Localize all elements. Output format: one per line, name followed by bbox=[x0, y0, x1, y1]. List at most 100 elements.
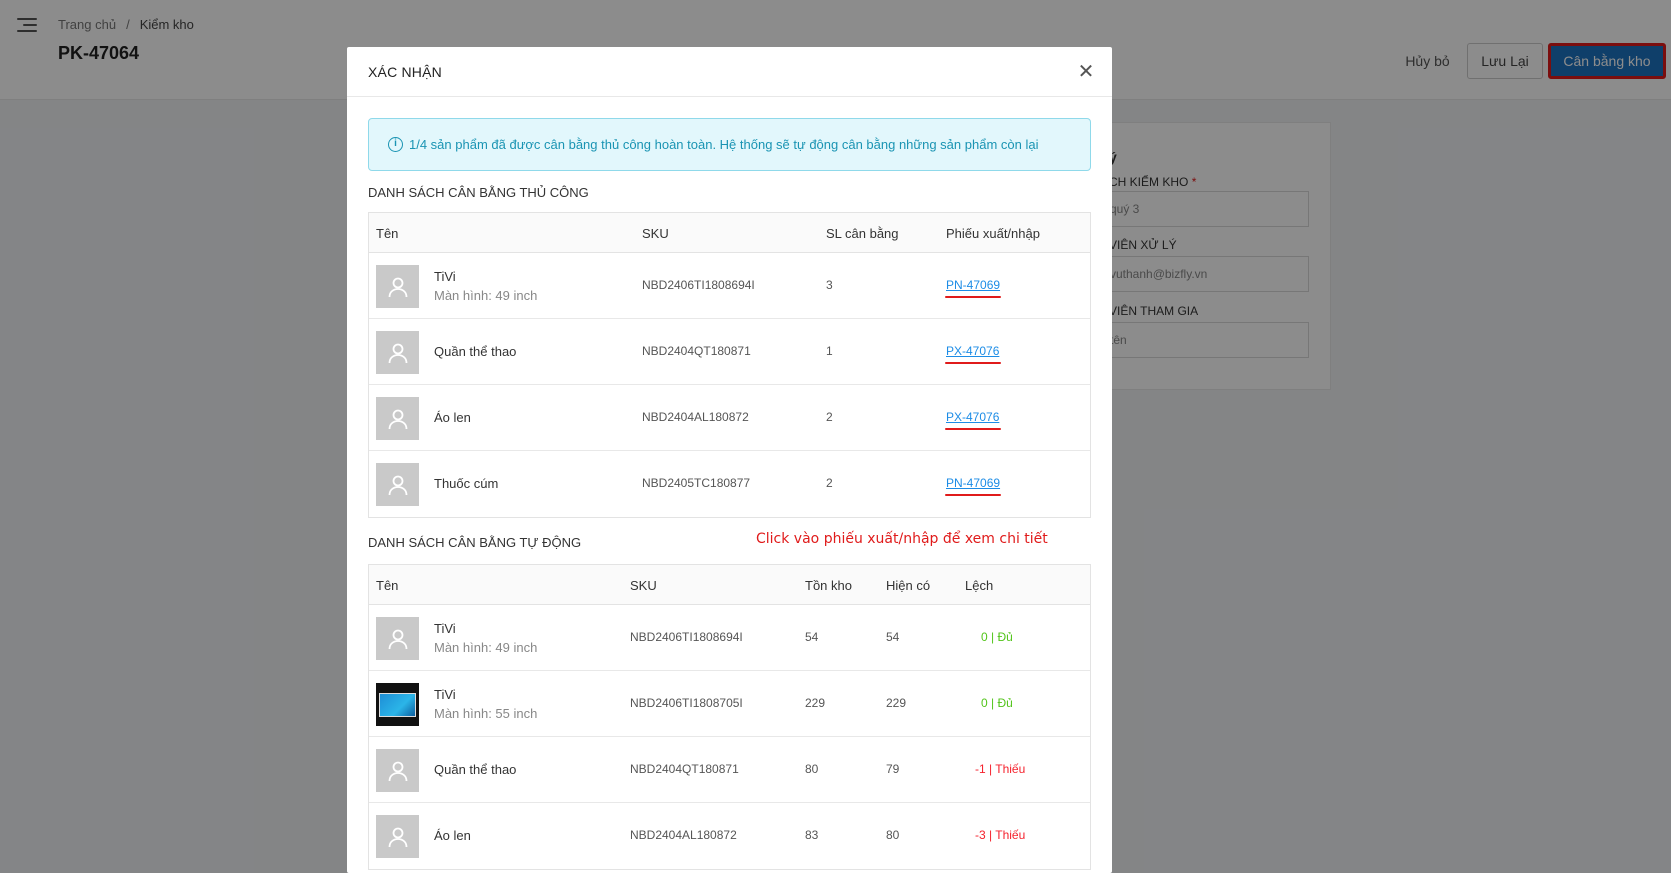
col-voucher: Phiếu xuất/nhập bbox=[946, 226, 1040, 241]
sku-cell: NBD2404QT180871 bbox=[630, 762, 739, 776]
schedule-label-text: CH KIỂM KHO bbox=[1109, 175, 1189, 189]
product-name: TiVi bbox=[434, 687, 456, 702]
sku-cell: NBD2406TI1808705I bbox=[630, 696, 743, 710]
col-sku: SKU bbox=[630, 578, 657, 593]
product-placeholder-icon bbox=[376, 749, 419, 792]
handler-label: VIÊN XỬ LÝ bbox=[1109, 238, 1177, 252]
col-sku: SKU bbox=[642, 226, 669, 241]
sku-cell: NBD2406TI1808694I bbox=[630, 630, 743, 644]
manual-balance-table: Tên SKU SL cân bằng Phiếu xuất/nhập TiVi… bbox=[368, 212, 1091, 518]
cancel-button[interactable]: Hủy bỏ bbox=[1395, 43, 1460, 79]
diff-cell: -1 | Thiếu bbox=[975, 762, 1026, 776]
actual-cell: 229 bbox=[886, 696, 907, 710]
annotation-underline bbox=[945, 494, 1001, 496]
confirm-modal: XÁC NHẬN ✕ i 1/4 sản phẩm đã được cân bằ… bbox=[347, 47, 1112, 873]
col-name: Tên bbox=[376, 578, 399, 593]
sku-cell: NBD2404AL180872 bbox=[642, 410, 749, 424]
actual-cell: 79 bbox=[886, 762, 900, 776]
sku-cell: NBD2406TI1808694I bbox=[642, 278, 755, 292]
auto-balance-table: Tên SKU Tồn kho Hiện có Lệch TiVi Màn hìn… bbox=[368, 564, 1091, 870]
table-row: TiVi Màn hình: 55 inch NBD2406TI1808705I 22… bbox=[369, 671, 1090, 737]
schedule-label: CH KIỂM KHO * bbox=[1109, 175, 1196, 189]
product-placeholder-icon bbox=[376, 815, 419, 858]
col-qty: SL cân bằng bbox=[826, 226, 899, 241]
alert-text: 1/4 sản phẩm đã được cân bằng thủ công h… bbox=[409, 137, 1039, 152]
breadcrumb-current: Kiểm kho bbox=[139, 17, 194, 32]
table-row: Quần thể thao NBD2404QT180871 80 79 -1 | Thi… bbox=[369, 737, 1090, 803]
actual-cell: 80 bbox=[886, 828, 900, 842]
participants-input[interactable]: tên bbox=[1101, 322, 1309, 358]
sku-cell: NBD2404AL180872 bbox=[630, 828, 737, 842]
product-image bbox=[376, 683, 419, 726]
actual-cell: 54 bbox=[886, 630, 900, 644]
table-row: Quần thể thao NBD2404QT180871 1 PX-47076 bbox=[369, 319, 1090, 385]
product-name: TiVi bbox=[434, 269, 456, 284]
voucher-link[interactable]: PX-47076 bbox=[946, 410, 1000, 424]
voucher-link[interactable]: PX-47076 bbox=[946, 344, 1000, 358]
close-icon[interactable]: ✕ bbox=[1077, 61, 1095, 83]
breadcrumb-separator: / bbox=[126, 17, 130, 32]
product-placeholder-icon bbox=[376, 331, 419, 374]
table-row: TiVi Màn hình: 49 inch NBD2406TI1808694I 54… bbox=[369, 605, 1090, 671]
voucher-link[interactable]: PN-47069 bbox=[946, 476, 1001, 490]
table-row: Áo len NBD2404AL180872 83 80 -3 | Thiếu bbox=[369, 803, 1090, 869]
product-name: Áo len bbox=[434, 410, 471, 425]
product-placeholder-icon bbox=[376, 463, 419, 506]
product-name: Thuốc cúm bbox=[434, 476, 499, 491]
voucher-link[interactable]: PN-47069 bbox=[946, 278, 1001, 292]
modal-title: XÁC NHẬN bbox=[368, 64, 442, 80]
participants-label: VIÊN THAM GIA bbox=[1109, 304, 1199, 318]
balance-stock-button[interactable]: Cân bằng kho bbox=[1548, 43, 1666, 79]
product-name: Quần thể thao bbox=[434, 762, 517, 777]
product-variant: Màn hình: 49 inch bbox=[434, 640, 538, 655]
col-diff: Lệch bbox=[965, 578, 994, 593]
breadcrumb: Trang chủ / Kiểm kho bbox=[58, 17, 194, 32]
required-mark: * bbox=[1191, 175, 1197, 189]
menu-toggle-icon[interactable] bbox=[17, 16, 37, 34]
modal-header: XÁC NHẬN ✕ bbox=[347, 47, 1112, 97]
annotation-underline bbox=[945, 296, 1001, 298]
info-alert: i 1/4 sản phẩm đã được cân bằng thủ công… bbox=[368, 118, 1091, 171]
tv-screen-image bbox=[379, 692, 416, 717]
col-actual: Hiện có bbox=[886, 578, 931, 593]
save-button[interactable]: Lưu Lại bbox=[1467, 43, 1543, 79]
table-row: Áo len NBD2404AL180872 2 PX-47076 bbox=[369, 385, 1090, 451]
sku-cell: NBD2405TC180877 bbox=[642, 476, 751, 490]
annotation-underline bbox=[945, 362, 1001, 364]
auto-section-title: DANH SÁCH CÂN BẰNG TỰ ĐỘNG bbox=[368, 535, 582, 550]
table-row: TiVi Màn hình: 49 inch NBD2406TI1808694I 3 P… bbox=[369, 253, 1090, 319]
diff-cell: 0 | Đủ bbox=[981, 696, 1013, 710]
info-card: ý CH KIỂM KHO * quý 3 VIÊN XỬ LÝ vuthanh… bbox=[1100, 122, 1331, 390]
info-icon: i bbox=[388, 137, 403, 152]
page-title: PK-47064 bbox=[58, 43, 140, 63]
annotation-note: Click vào phiếu xuất/nhập để xem chi tiế… bbox=[756, 531, 1048, 547]
product-placeholder-icon bbox=[376, 617, 419, 660]
col-stock: Tồn kho bbox=[805, 578, 852, 593]
product-variant: Màn hình: 55 inch bbox=[434, 706, 538, 721]
diff-cell: 0 | Đủ bbox=[981, 630, 1013, 644]
sku-cell: NBD2404QT180871 bbox=[642, 344, 751, 358]
breadcrumb-home[interactable]: Trang chủ bbox=[58, 17, 117, 32]
schedule-input[interactable]: quý 3 bbox=[1101, 191, 1309, 227]
card-heading: ý bbox=[1109, 149, 1117, 165]
qty-cell: 2 bbox=[826, 410, 833, 424]
table-header: Tên SKU Tồn kho Hiện có Lệch bbox=[369, 565, 1090, 605]
stock-cell: 54 bbox=[805, 630, 819, 644]
qty-cell: 2 bbox=[826, 476, 833, 490]
product-name: Quần thể thao bbox=[434, 344, 517, 359]
stock-cell: 83 bbox=[805, 828, 819, 842]
stock-cell: 229 bbox=[805, 696, 826, 710]
product-placeholder-icon bbox=[376, 397, 419, 440]
annotation-underline bbox=[945, 428, 1001, 430]
product-name: TiVi bbox=[434, 621, 456, 636]
product-variant: Màn hình: 49 inch bbox=[434, 288, 538, 303]
table-header: Tên SKU SL cân bằng Phiếu xuất/nhập bbox=[369, 213, 1090, 253]
product-name: Áo len bbox=[434, 828, 471, 843]
qty-cell: 1 bbox=[826, 344, 833, 358]
diff-cell: -3 | Thiếu bbox=[975, 828, 1026, 842]
product-placeholder-icon bbox=[376, 265, 419, 308]
table-row: Thuốc cúm NBD2405TC180877 2 PN-47069 bbox=[369, 451, 1090, 517]
handler-input[interactable]: vuthanh@bizfly.vn bbox=[1101, 256, 1309, 292]
col-name: Tên bbox=[376, 226, 399, 241]
manual-section-title: DANH SÁCH CÂN BẰNG THỦ CÔNG bbox=[368, 185, 589, 200]
